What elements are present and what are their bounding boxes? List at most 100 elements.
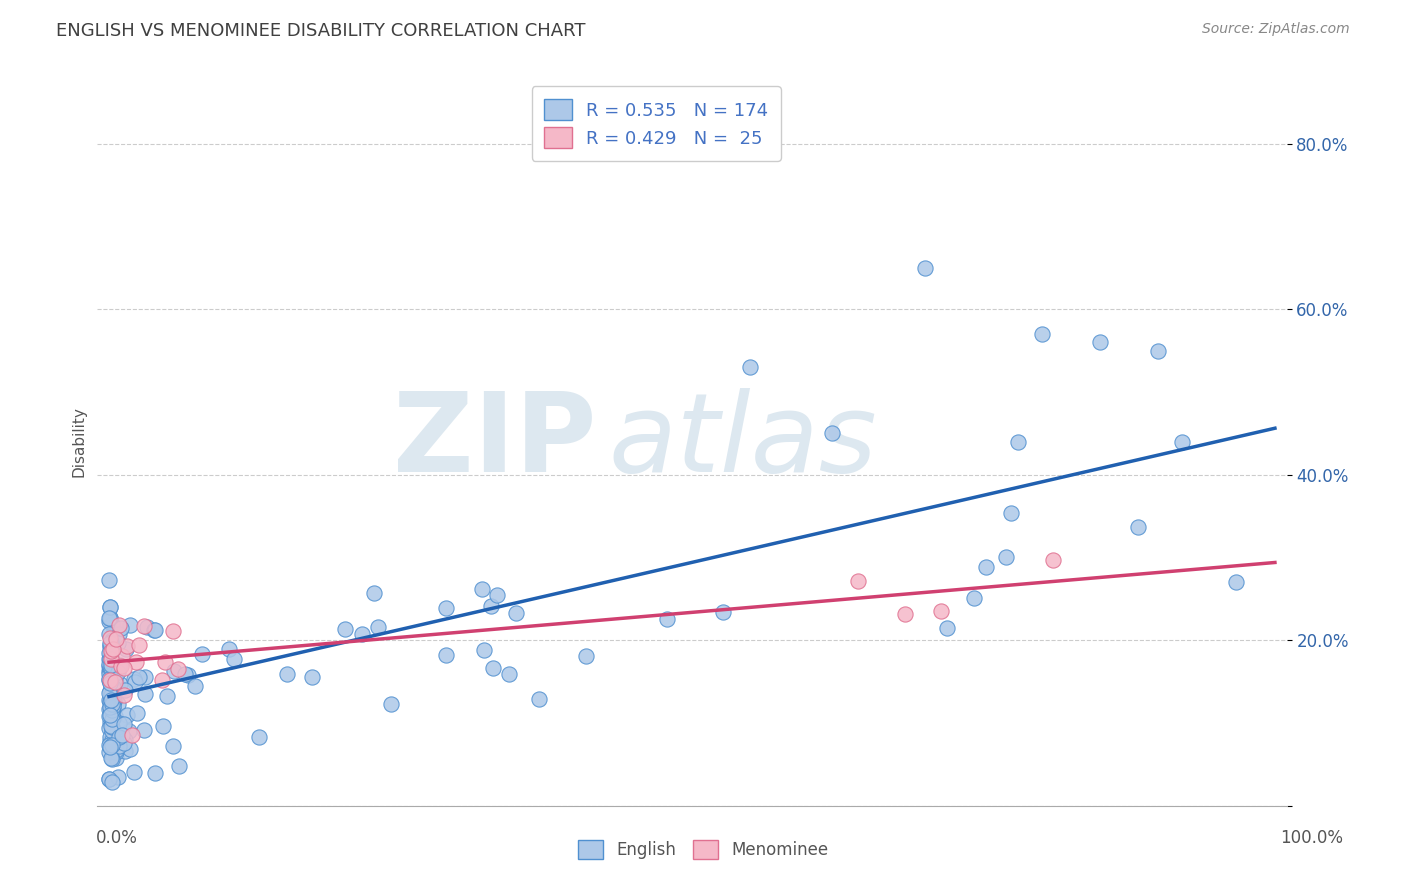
Point (1225, 575, 1247, 590)
Point (994, 549, 1017, 564)
Point (98, 652, 121, 666)
Point (485, 588, 508, 602)
Text: ZIP: ZIP (394, 388, 596, 495)
Point (112, 661, 135, 675)
Point (167, 758, 190, 772)
Point (98, 673, 121, 687)
Point (98, 626, 121, 640)
Point (935, 621, 957, 635)
Point (105, 665, 128, 679)
Point (184, 679, 207, 693)
Point (1000, 506, 1022, 520)
Point (101, 673, 124, 687)
Point (527, 692, 550, 706)
Point (101, 680, 124, 694)
Point (104, 675, 127, 690)
Text: 100.0%: 100.0% (1279, 829, 1343, 847)
Point (498, 667, 520, 681)
Point (101, 617, 124, 632)
Point (100, 692, 122, 706)
Point (98, 657, 121, 671)
Point (711, 605, 734, 619)
Point (101, 652, 124, 666)
Legend: English, Menominee: English, Menominee (571, 833, 835, 866)
Point (100, 658, 122, 673)
Point (100, 701, 122, 715)
Point (101, 674, 124, 689)
Point (104, 751, 127, 765)
Point (135, 620, 157, 634)
Point (101, 712, 124, 726)
Point (118, 618, 141, 632)
Point (104, 671, 127, 685)
Point (108, 715, 131, 730)
Text: 0.0%: 0.0% (96, 829, 138, 847)
Point (124, 655, 146, 669)
Point (100, 635, 122, 649)
Point (101, 703, 124, 717)
Point (101, 724, 124, 739)
Point (471, 582, 494, 596)
Point (98, 701, 121, 715)
Point (100, 719, 122, 733)
Point (127, 706, 149, 720)
Point (98, 661, 121, 675)
Point (107, 730, 129, 744)
Point (434, 601, 457, 615)
Point (98, 646, 121, 660)
Point (100, 673, 122, 687)
Point (111, 649, 134, 664)
Point (103, 680, 125, 694)
Point (167, 662, 190, 676)
Point (98, 610, 121, 624)
Point (963, 591, 986, 606)
Point (134, 670, 156, 684)
Point (505, 606, 527, 620)
Point (103, 642, 125, 657)
Point (101, 657, 124, 671)
Point (107, 626, 129, 640)
Point (929, 604, 952, 618)
Point (100, 652, 122, 666)
Y-axis label: Disability: Disability (72, 406, 86, 477)
Point (98, 666, 121, 681)
Point (434, 648, 457, 662)
Point (114, 744, 136, 758)
Point (153, 656, 176, 670)
Point (98, 772, 121, 787)
Point (114, 733, 136, 747)
Point (118, 724, 141, 739)
Point (98, 614, 121, 628)
Point (110, 659, 132, 673)
Point (101, 702, 124, 716)
Point (1088, 335, 1111, 350)
Point (655, 612, 678, 626)
Point (98, 730, 121, 744)
Point (98, 684, 121, 698)
Point (98, 611, 121, 625)
Point (100, 643, 122, 657)
Point (100, 679, 122, 693)
Point (104, 665, 127, 679)
Point (1126, 520, 1149, 534)
Point (846, 574, 869, 588)
Point (98, 699, 121, 714)
Point (100, 643, 122, 657)
Point (101, 722, 124, 736)
Point (114, 642, 136, 657)
Point (98, 686, 121, 700)
Point (105, 679, 128, 693)
Point (150, 673, 173, 687)
Point (103, 626, 125, 640)
Point (100, 650, 122, 665)
Point (107, 665, 129, 679)
Text: atlas: atlas (609, 388, 877, 495)
Point (98, 659, 121, 673)
Point (143, 623, 166, 637)
Point (162, 739, 184, 753)
Text: ENGLISH VS MENOMINEE DISABILITY CORRELATION CHART: ENGLISH VS MENOMINEE DISABILITY CORRELAT… (56, 22, 586, 40)
Point (156, 689, 179, 703)
Point (98, 611, 121, 625)
Point (101, 643, 124, 657)
Point (98, 707, 121, 722)
